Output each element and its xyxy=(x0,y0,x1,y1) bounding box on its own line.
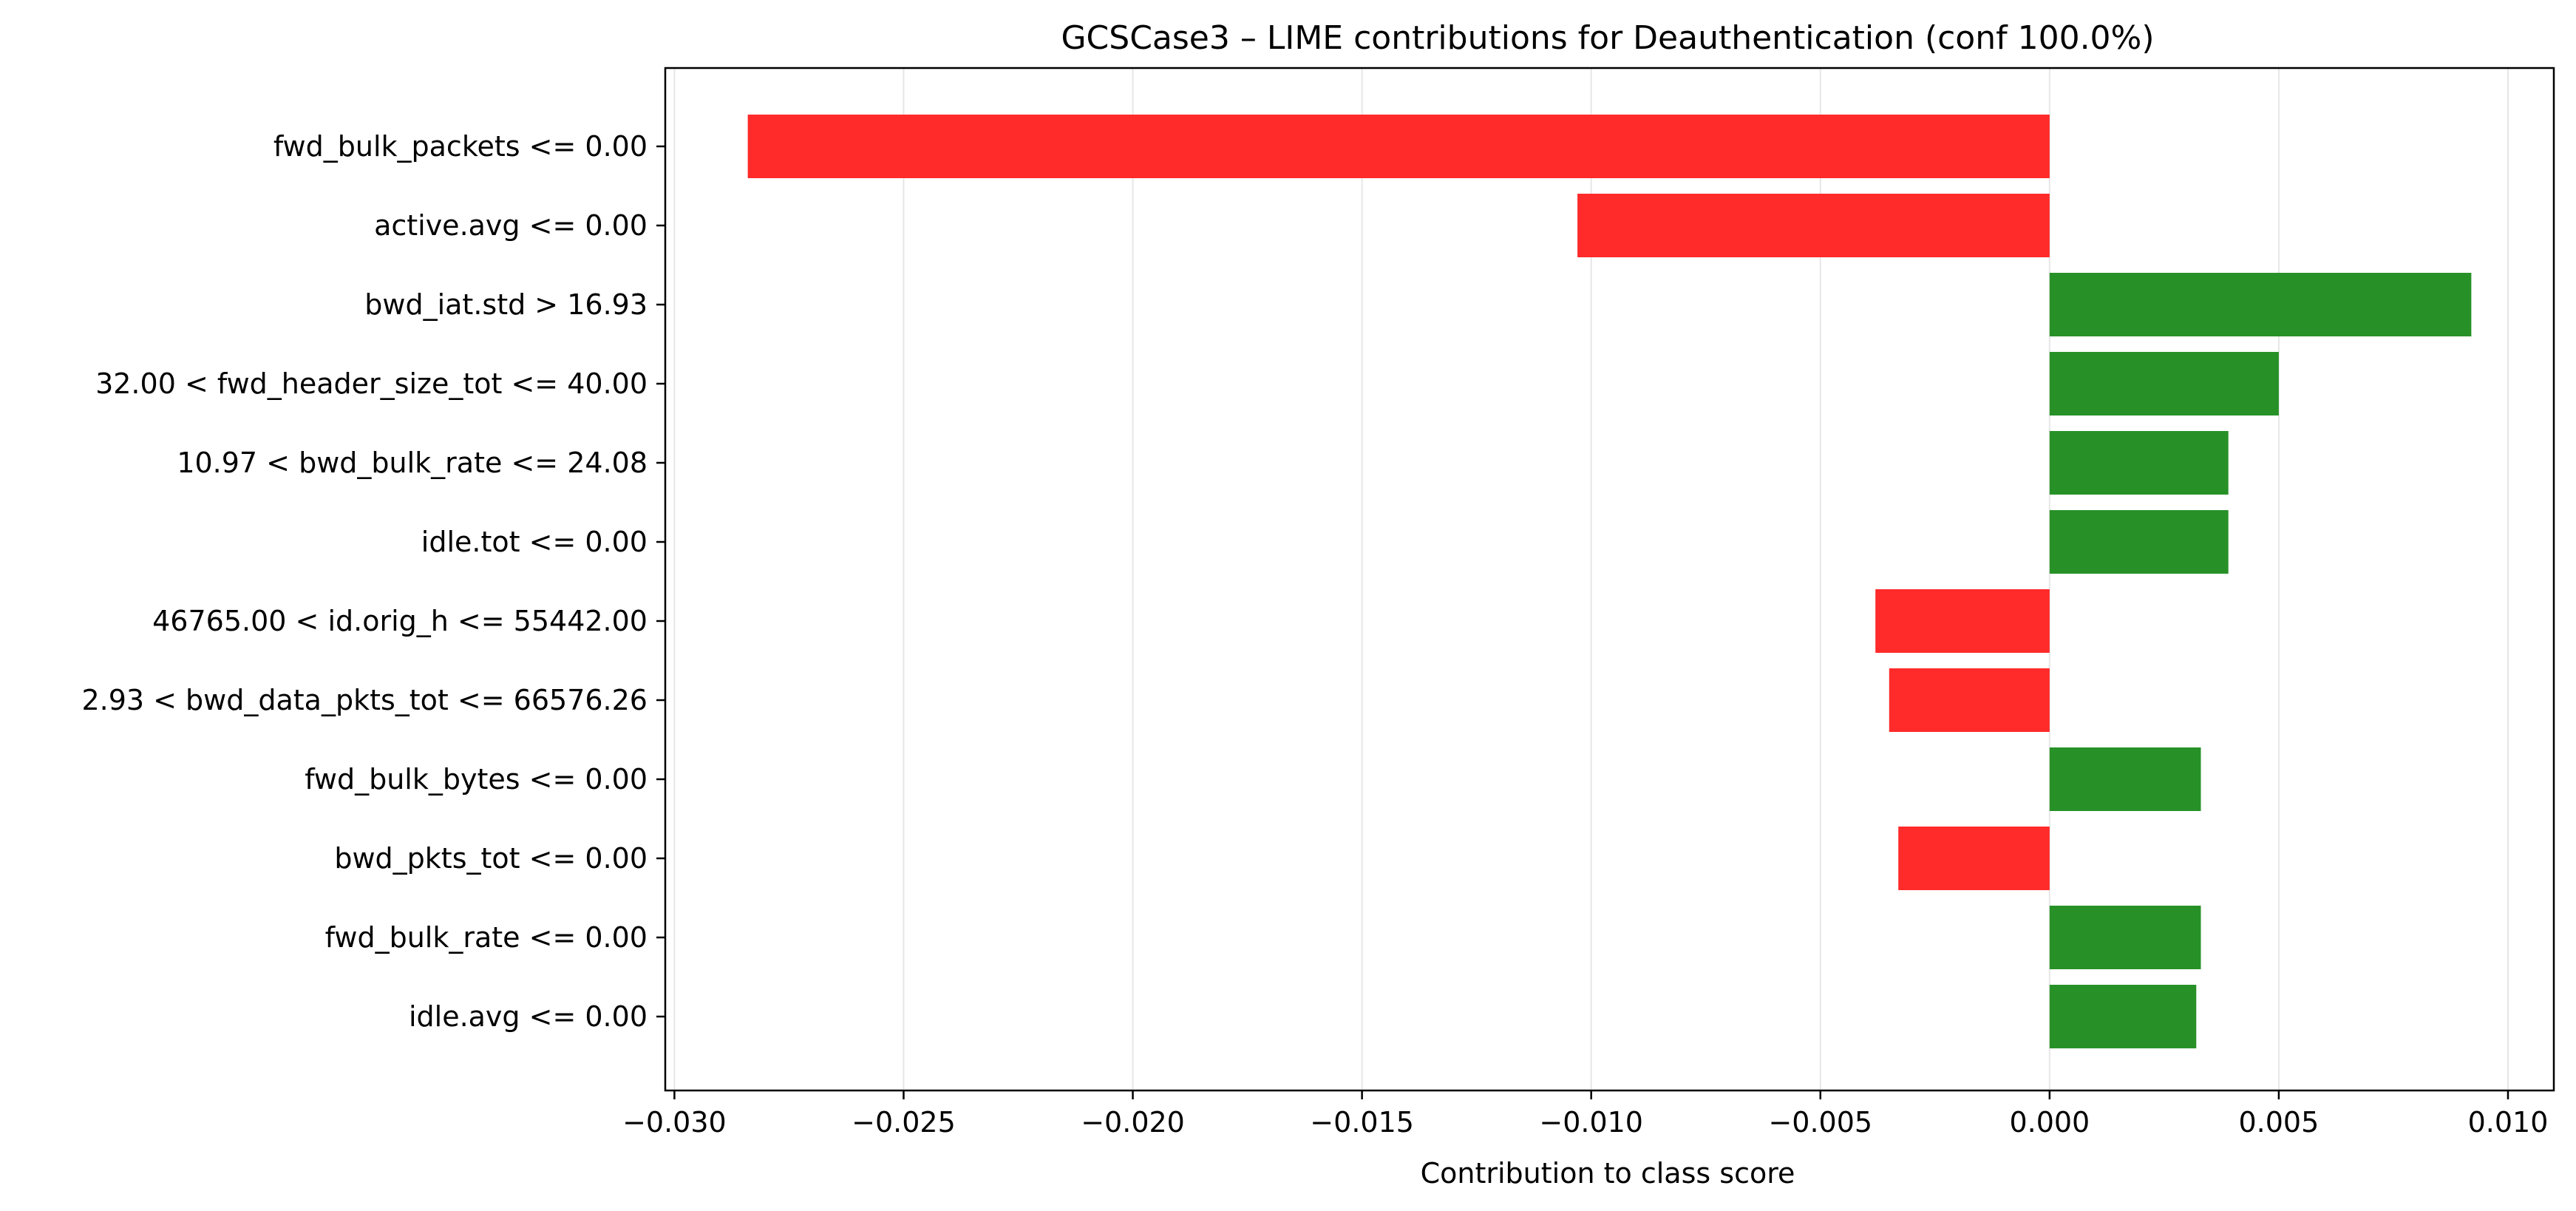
y-tick-label: bwd_pkts_tot <= 0.00 xyxy=(334,842,648,875)
bar-11 xyxy=(2049,985,2197,1048)
x-tick-label: −0.005 xyxy=(1768,1106,1872,1139)
bar-2 xyxy=(2049,273,2472,336)
y-tick-label: active.avg <= 0.00 xyxy=(374,209,648,242)
bar-10 xyxy=(2049,906,2201,969)
bar-6 xyxy=(1875,589,2050,653)
x-axis-label: Contribution to class score xyxy=(1421,1157,1795,1190)
bar-1 xyxy=(1577,194,2050,257)
bar-7 xyxy=(1889,668,2050,732)
plot-frame xyxy=(664,67,2555,1092)
y-tick-label: fwd_bulk_packets <= 0.00 xyxy=(273,130,648,163)
y-tick-label: 46765.00 < id.orig_h <= 55442.00 xyxy=(152,605,648,637)
bar-4 xyxy=(2049,431,2229,495)
y-axis-labels: fwd_bulk_packets <= 0.00 active.avg <= 0.… xyxy=(81,130,665,1033)
bars xyxy=(747,115,2472,1048)
chart-title: GCSCase3 – LIME contributions for Deauth… xyxy=(1061,19,2154,57)
x-tick-label: 0.010 xyxy=(2468,1106,2549,1139)
y-tick-label: fwd_bulk_rate <= 0.00 xyxy=(325,921,648,954)
y-tick-label: 32.00 < fwd_header_size_tot <= 40.00 xyxy=(95,367,648,400)
bar-9 xyxy=(1898,827,2050,890)
bar-3 xyxy=(2049,352,2279,415)
y-tick-label: bwd_iat.std > 16.93 xyxy=(364,288,648,321)
y-tick-label: 2.93 < bwd_data_pkts_tot <= 66576.26 xyxy=(81,684,648,716)
y-tick-label: idle.avg <= 0.00 xyxy=(409,1000,648,1033)
bar-5 xyxy=(2049,510,2229,574)
x-tick-label: −0.020 xyxy=(1081,1106,1185,1139)
y-tick-label: idle.tot <= 0.00 xyxy=(421,526,648,558)
x-tick-label: 0.005 xyxy=(2239,1106,2320,1139)
x-tick-label: −0.025 xyxy=(852,1106,956,1139)
x-tick-label: −0.030 xyxy=(622,1106,727,1139)
x-tick-label: 0.000 xyxy=(2009,1106,2090,1139)
bar-0 xyxy=(747,115,2050,178)
x-axis-ticks: −0.030 −0.025 −0.020 −0.015 −0.010 −0.005 0.00… xyxy=(622,1090,2548,1139)
bar-8 xyxy=(2049,747,2201,811)
y-tick-label: 10.97 < bwd_bulk_rate <= 24.08 xyxy=(177,447,648,479)
x-tick-label: −0.010 xyxy=(1539,1106,1643,1139)
y-tick-label: fwd_bulk_bytes <= 0.00 xyxy=(305,763,648,796)
x-tick-label: −0.015 xyxy=(1310,1106,1414,1139)
